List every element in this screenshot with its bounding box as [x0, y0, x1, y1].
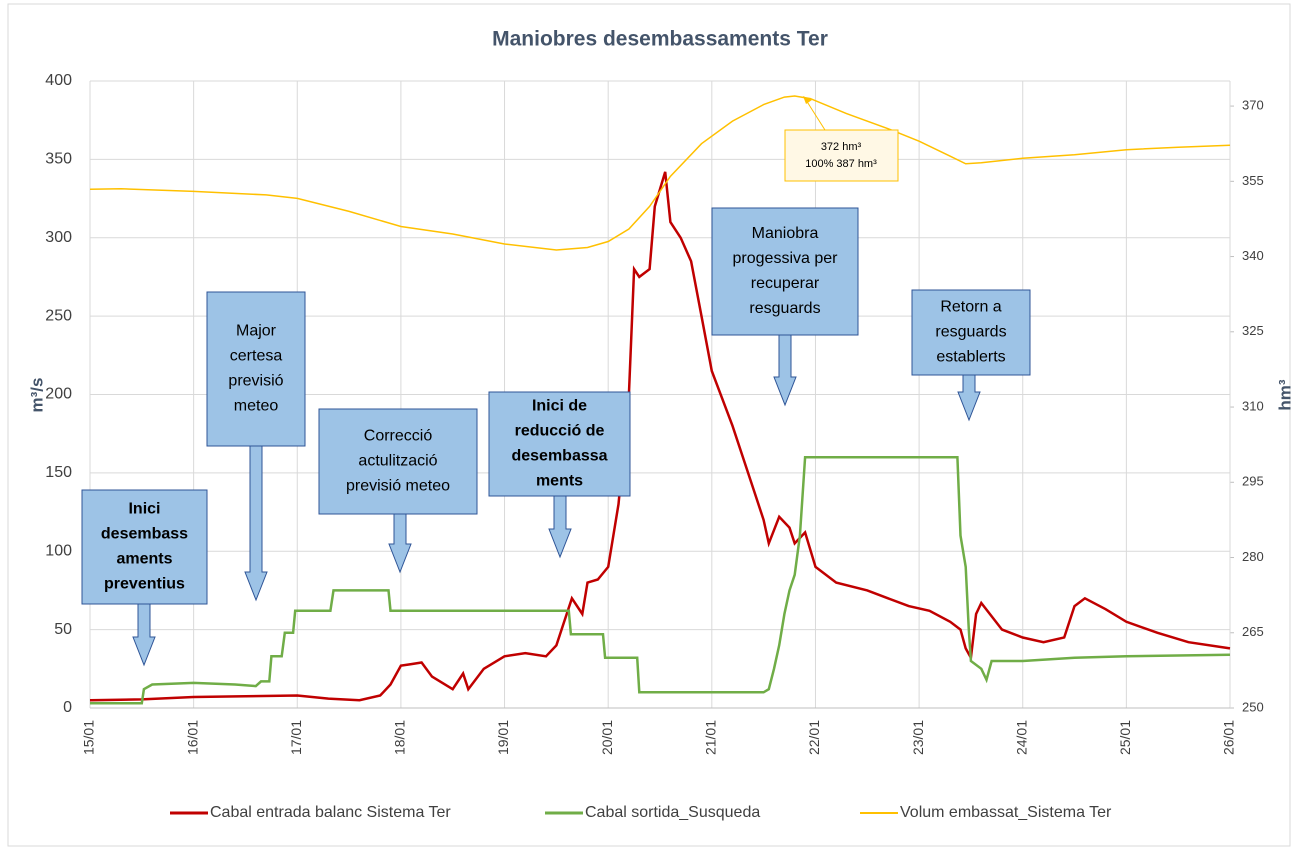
callout-text: ments	[536, 473, 583, 490]
callout-arrow	[244, 445, 268, 602]
callout-box	[911, 289, 1031, 376]
callout-text: Maniobra	[752, 225, 819, 242]
y2-tick-label: 280	[1242, 549, 1264, 564]
y2-tick-label: 250	[1242, 699, 1264, 714]
y-tick-label: 400	[45, 72, 72, 89]
label-leader	[805, 99, 826, 131]
y2-tick-label: 295	[1242, 474, 1264, 489]
callout-text: preventius	[104, 576, 185, 593]
x-tick-label: 19/01	[495, 720, 511, 755]
volume-label: 100% 387 hm³	[805, 158, 877, 170]
callout-text: aments	[116, 551, 172, 568]
chart-title: Maniobres desembassaments Ter	[492, 28, 828, 51]
x-tick-label: 16/01	[184, 720, 200, 755]
callout-box	[81, 489, 208, 605]
y-tick-label: 100	[45, 542, 72, 559]
series-line	[89, 95, 1231, 251]
legend-label: Cabal sortida_Susqueda	[585, 804, 760, 821]
callout-text: Inici	[128, 501, 160, 518]
y2-tick-label: 355	[1242, 173, 1264, 188]
callout-text: previsió meteo	[346, 478, 450, 495]
chart-frame	[7, 3, 1291, 847]
callout-text: desembassa	[511, 448, 607, 465]
y-tick-label: 50	[54, 621, 72, 638]
callout-text: reducció de	[515, 423, 605, 440]
y2-tick-label: 310	[1242, 398, 1264, 413]
callout-text: establerts	[936, 349, 1005, 366]
x-tick-label: 25/01	[1117, 720, 1133, 755]
y-tick-label: 350	[45, 151, 72, 168]
label-arrowhead	[803, 96, 812, 104]
callout-arrow	[957, 374, 981, 422]
legend-label: Cabal entrada balanc Sistema Ter	[210, 804, 451, 821]
x-tick-label: 18/01	[392, 720, 408, 755]
callout-box	[488, 391, 631, 497]
callout-text: meteo	[234, 398, 279, 415]
y-tick-label: 0	[63, 699, 72, 716]
y-tick-label: 250	[45, 307, 72, 324]
x-tick-label: 24/01	[1013, 720, 1029, 755]
x-tick-label: 15/01	[81, 720, 97, 755]
callout-arrow	[132, 603, 156, 667]
callout-box	[711, 207, 859, 336]
callout-text: Inici de	[532, 398, 587, 415]
callout-arrow	[548, 495, 572, 559]
volume-label-box	[784, 129, 899, 182]
y2-tick-label: 340	[1242, 248, 1264, 263]
y2-axis-label: hm³	[1275, 379, 1294, 411]
series-line	[90, 455, 1231, 705]
x-tick-label: 20/01	[599, 720, 615, 755]
callout-text: resguards	[935, 324, 1006, 341]
callout-text: recuperar	[751, 275, 820, 292]
y-axis-label: m³/s	[27, 378, 46, 413]
y-tick-label: 200	[45, 386, 72, 403]
x-tick-label: 26/01	[1221, 720, 1237, 755]
callout-text: resguards	[749, 300, 820, 317]
x-tick-label: 22/01	[806, 720, 822, 755]
callout-text: actulització	[358, 453, 437, 470]
x-tick-label: 21/01	[703, 720, 719, 755]
volume-label: 372 hm³	[821, 141, 862, 153]
y2-tick-label: 265	[1242, 624, 1264, 639]
callout-text: Correcció	[364, 428, 433, 445]
callout-box	[318, 408, 478, 515]
x-tick-label: 17/01	[288, 720, 304, 755]
callout-text: desembass	[101, 526, 188, 543]
callout-box	[206, 291, 306, 447]
series-line	[89, 171, 1231, 702]
y-tick-label: 300	[45, 229, 72, 246]
callout-text: progessiva per	[733, 250, 839, 267]
legend-label: Volum embassat_Sistema Ter	[900, 804, 1112, 821]
callout-text: Retorn a	[940, 299, 1001, 316]
callout-text: Major	[236, 323, 277, 340]
x-tick-label: 23/01	[910, 720, 926, 755]
y2-tick-label: 325	[1242, 323, 1264, 338]
callout-text: previsió	[228, 373, 283, 390]
y-tick-label: 150	[45, 464, 72, 481]
callout-arrow	[773, 334, 797, 407]
y2-tick-label: 370	[1242, 98, 1264, 113]
callout-arrow	[388, 513, 412, 574]
callout-text: certesa	[230, 348, 283, 365]
